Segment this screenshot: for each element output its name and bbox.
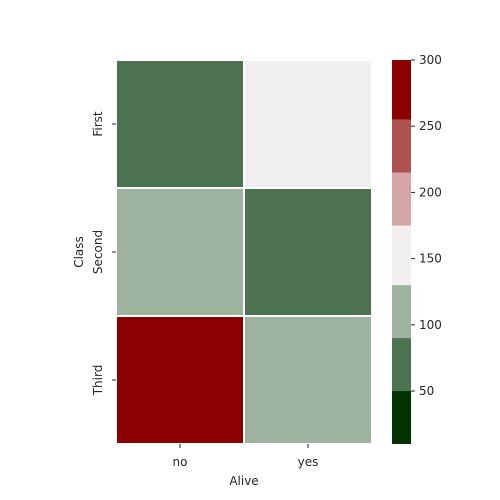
y-axis-label: Class	[72, 236, 86, 268]
heatmap-cell	[243, 187, 373, 317]
x-tick-label: no	[173, 455, 188, 469]
heatmap-cell	[115, 59, 245, 189]
y-tick-label: Third	[91, 365, 105, 397]
colorbar-segment	[392, 391, 411, 444]
heatmap-cells	[115, 59, 373, 445]
x-axis-label: Alive	[229, 474, 258, 488]
colorbar-tick-label: 300	[419, 53, 442, 67]
heatmap-cell	[115, 187, 245, 317]
colorbar-ticks: 50 100 150 200 250 300	[411, 53, 442, 398]
heatmap-cell	[115, 315, 245, 445]
y-axis-ticks: First Second Third	[91, 111, 116, 396]
colorbar-tick-label: 100	[419, 318, 442, 332]
y-tick-label: Second	[91, 230, 105, 274]
colorbar-segment	[392, 285, 411, 339]
colorbar-segment	[392, 338, 411, 392]
colorbar-tick-label: 150	[419, 252, 442, 266]
colorbar-segment	[392, 225, 411, 286]
heatmap-cell	[243, 315, 373, 445]
heatmap-cell	[243, 59, 373, 189]
x-tick-label: yes	[298, 455, 319, 469]
colorbar-segment	[392, 119, 411, 173]
colorbar	[392, 60, 411, 444]
colorbar-tick-label: 50	[419, 384, 434, 398]
colorbar-segment	[392, 172, 411, 226]
colorbar-tick-label: 250	[419, 119, 442, 133]
x-axis-ticks: no yes	[173, 444, 319, 469]
colorbar-tick-label: 200	[419, 185, 442, 199]
colorbar-segment	[392, 60, 411, 120]
y-tick-label: First	[91, 111, 105, 137]
